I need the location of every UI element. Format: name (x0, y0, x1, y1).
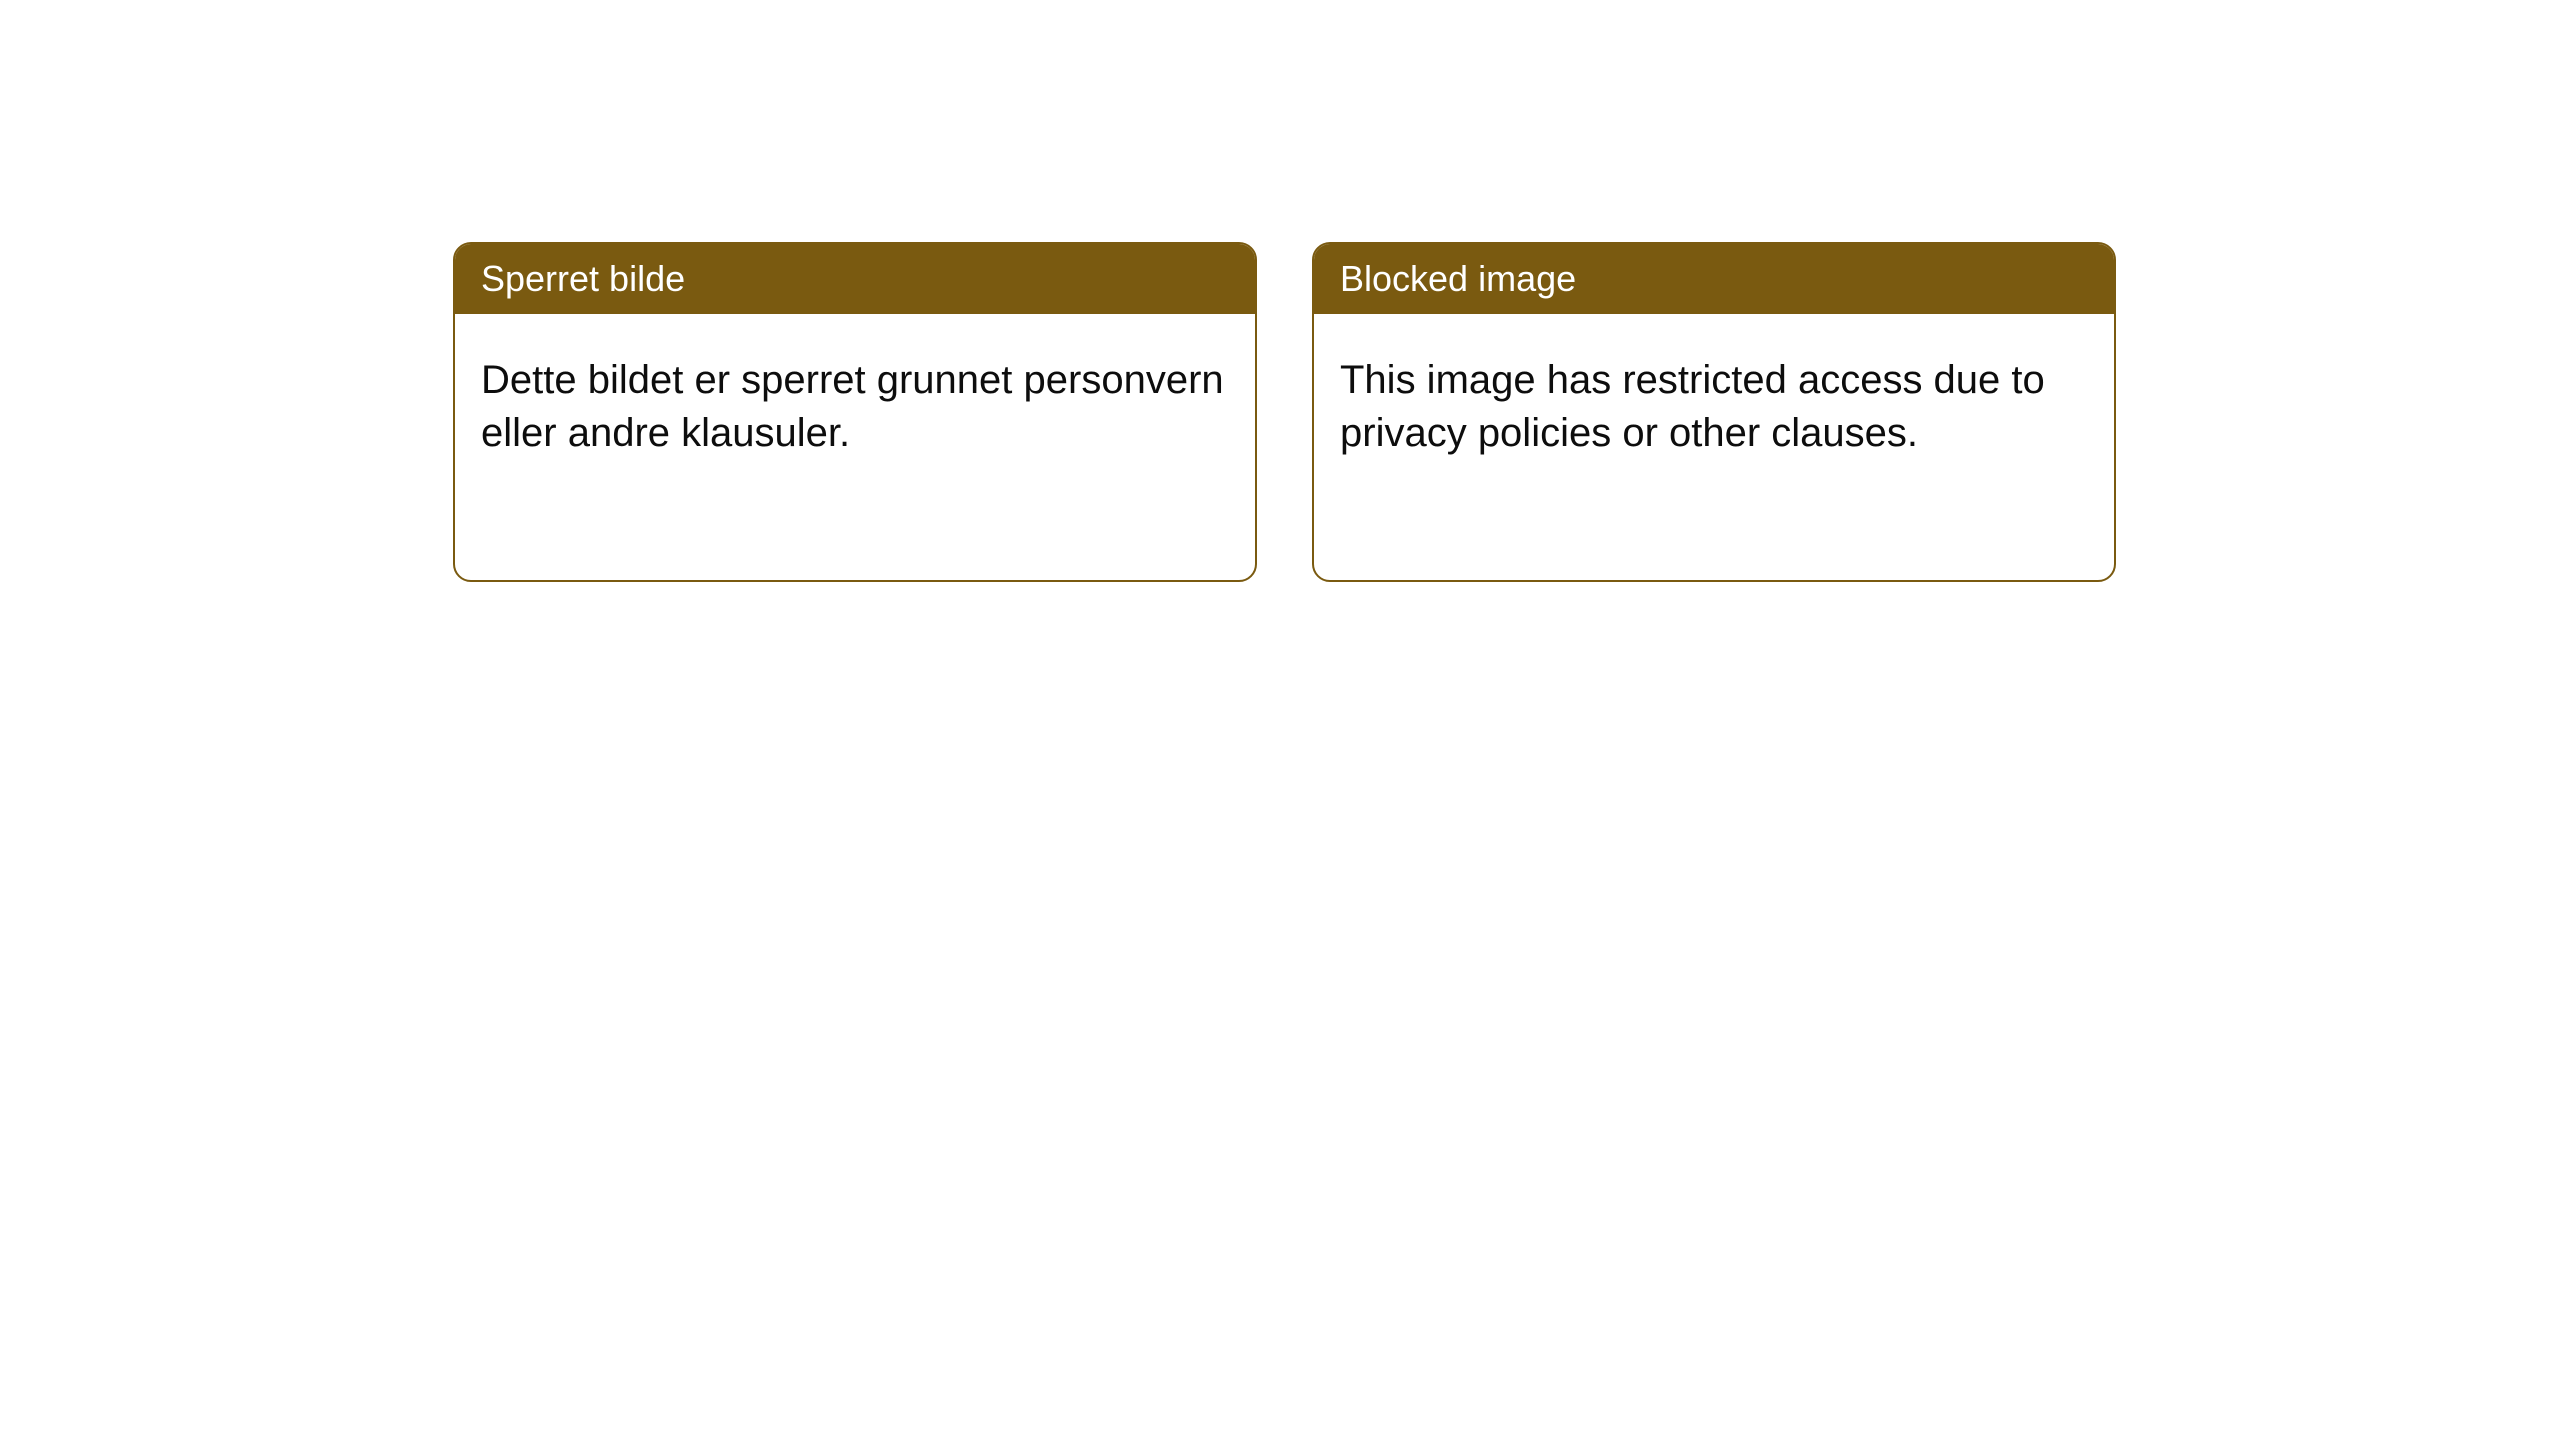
notice-card-english: Blocked image This image has restricted … (1312, 242, 2116, 582)
card-header: Blocked image (1314, 244, 2114, 314)
card-title: Sperret bilde (481, 258, 685, 299)
card-header: Sperret bilde (455, 244, 1255, 314)
card-body: Dette bildet er sperret grunnet personve… (455, 314, 1255, 500)
card-body: This image has restricted access due to … (1314, 314, 2114, 500)
notice-card-norwegian: Sperret bilde Dette bildet er sperret gr… (453, 242, 1257, 582)
card-message: Dette bildet er sperret grunnet personve… (481, 358, 1224, 455)
card-message: This image has restricted access due to … (1340, 358, 2045, 455)
card-title: Blocked image (1340, 258, 1576, 299)
notice-cards-container: Sperret bilde Dette bildet er sperret gr… (453, 242, 2116, 582)
